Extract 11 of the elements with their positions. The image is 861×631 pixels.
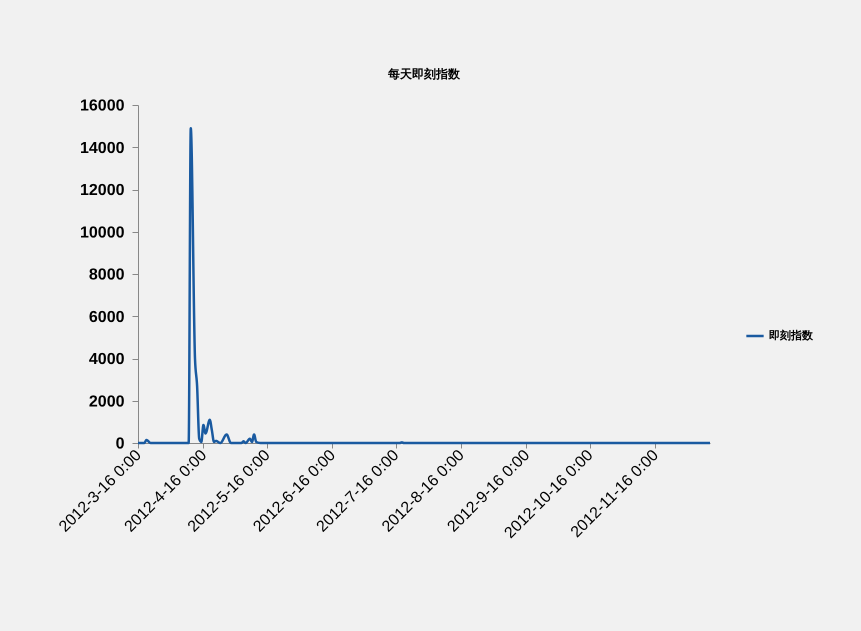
y-tick-label: 6000 [88, 308, 125, 326]
y-tick-label: 14000 [80, 140, 125, 157]
y-tick-label: 8000 [88, 266, 125, 284]
y-tick-label: 16000 [80, 98, 125, 114]
chart-title: 每天即刻指数 [387, 67, 461, 81]
y-tick-label: 10000 [80, 224, 125, 242]
y-tick-label: 2000 [88, 393, 125, 410]
y-tick-label: 0 [116, 436, 125, 452]
y-tick-label: 4000 [88, 351, 125, 368]
y-tick-label: 12000 [80, 182, 125, 199]
legend-label: 即刻指数 [769, 329, 814, 342]
